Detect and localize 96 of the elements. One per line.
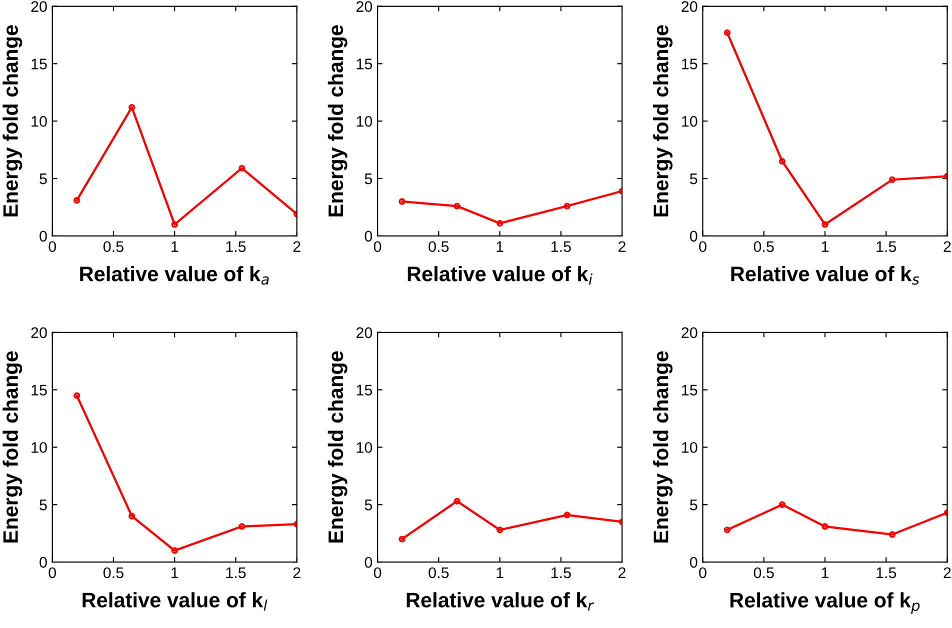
y-tick-label: 10 <box>356 116 372 127</box>
y-tick-label: 5 <box>364 500 372 510</box>
y-tick-label: 10 <box>682 442 698 453</box>
x-tick-label: 1.5 <box>226 567 246 578</box>
y-axis-title: Energy fold change <box>328 351 348 542</box>
y-axis-title: Energy fold change <box>328 25 348 216</box>
point <box>398 198 406 205</box>
y-tick-label: 5 <box>364 174 372 184</box>
x-tick-label: 2 <box>293 241 300 252</box>
x-tick-label: 1.5 <box>551 241 571 252</box>
point <box>888 176 896 184</box>
point <box>128 104 136 111</box>
point <box>496 526 504 534</box>
point <box>724 526 731 534</box>
x-tick-label: 2 <box>618 567 626 578</box>
x-tick-label: 0 <box>699 241 706 252</box>
y-tick-label: 15 <box>32 58 47 70</box>
y-tick-label: 5 <box>690 174 698 184</box>
x-tick-label: 1.5 <box>226 241 246 252</box>
y-tick-label: 15 <box>356 58 372 70</box>
x-tick-label: 1 <box>172 241 178 252</box>
point <box>73 197 80 204</box>
y-tick-label: 15 <box>682 58 698 70</box>
y-tick-label: 0 <box>40 230 47 242</box>
point <box>822 221 828 228</box>
x-tick-label: 2 <box>944 567 951 578</box>
point <box>238 164 246 172</box>
x-tick-label: 0.5 <box>428 241 449 252</box>
y-tick-label: 10 <box>32 116 47 127</box>
y-tick-label: 15 <box>32 384 47 396</box>
y-axis-title: Energy fold change <box>653 351 673 542</box>
point <box>564 512 570 518</box>
x-tick-label: 1 <box>822 567 828 578</box>
x-tick-label: 1 <box>822 241 828 252</box>
y-tick-label: 20 <box>356 327 372 338</box>
y-tick-label: 5 <box>690 500 698 510</box>
x-axis-title: Relative value of k$_{s}$ <box>731 266 920 285</box>
x-tick-label: 1 <box>172 567 178 578</box>
x-tick-label: 1 <box>496 241 504 252</box>
y-tick-label: 15 <box>682 384 698 396</box>
x-tick-label: 0.5 <box>103 567 124 578</box>
y-tick-label: 20 <box>31 1 47 12</box>
point <box>888 531 896 538</box>
x-tick-label: 0.5 <box>103 241 124 252</box>
point <box>73 392 80 399</box>
x-axis-title: Relative value of k$_{l}$ <box>82 592 268 611</box>
x-tick-label: 2 <box>293 567 300 578</box>
point <box>496 220 504 227</box>
x-axis-title: Relative value of k$_{r}$ <box>406 592 594 611</box>
y-tick-label: 20 <box>682 327 698 338</box>
point <box>724 29 731 36</box>
x-tick-label: 0 <box>48 241 56 252</box>
y-tick-label: 0 <box>364 230 372 242</box>
y-axis-title: Energy fold change <box>2 351 22 542</box>
point <box>564 202 570 210</box>
point <box>238 523 246 530</box>
point <box>778 501 786 508</box>
y-tick-label: 0 <box>690 230 698 242</box>
point <box>822 523 828 530</box>
y-axis-title: Energy fold change <box>653 25 673 216</box>
x-tick-label: 0 <box>374 241 382 252</box>
y-tick-label: 20 <box>356 1 372 12</box>
x-axis-title: Relative value of k$_{p}$ <box>730 592 920 614</box>
y-axis-title: Energy fold change <box>2 25 22 216</box>
x-tick-label: 0.5 <box>754 567 774 578</box>
point <box>398 536 406 542</box>
point <box>454 202 460 210</box>
x-tick-label: 1.5 <box>551 567 571 578</box>
point <box>454 498 460 505</box>
y-tick-label: 5 <box>40 500 47 510</box>
y-tick-label: 15 <box>356 384 372 396</box>
x-tick-label: 0.5 <box>428 567 449 578</box>
y-tick-label: 10 <box>32 442 47 453</box>
x-tick-label: 2 <box>944 241 951 252</box>
x-axis-title: Relative value of k$_{a}$ <box>80 266 269 285</box>
x-tick-label: 1.5 <box>876 241 896 252</box>
y-tick-label: 20 <box>31 327 47 338</box>
x-tick-label: 0 <box>699 567 706 578</box>
x-tick-label: 0 <box>48 567 56 578</box>
point <box>171 547 178 554</box>
point <box>778 158 786 165</box>
y-tick-label: 20 <box>682 1 698 12</box>
x-tick-label: 0 <box>374 567 382 578</box>
y-tick-label: 10 <box>682 116 698 127</box>
x-tick-label: 1.5 <box>876 567 896 578</box>
x-axis-title: Relative value of k$_{i}$ <box>408 266 592 285</box>
y-tick-label: 0 <box>40 556 47 568</box>
point <box>128 512 136 520</box>
y-tick-label: 0 <box>690 556 698 568</box>
y-tick-label: 0 <box>364 556 372 568</box>
y-tick-label: 10 <box>356 442 372 453</box>
y-tick-label: 5 <box>40 174 47 184</box>
x-tick-label: 2 <box>618 241 626 252</box>
x-tick-label: 0.5 <box>754 241 774 252</box>
x-tick-label: 1 <box>496 567 504 578</box>
point <box>171 221 178 228</box>
